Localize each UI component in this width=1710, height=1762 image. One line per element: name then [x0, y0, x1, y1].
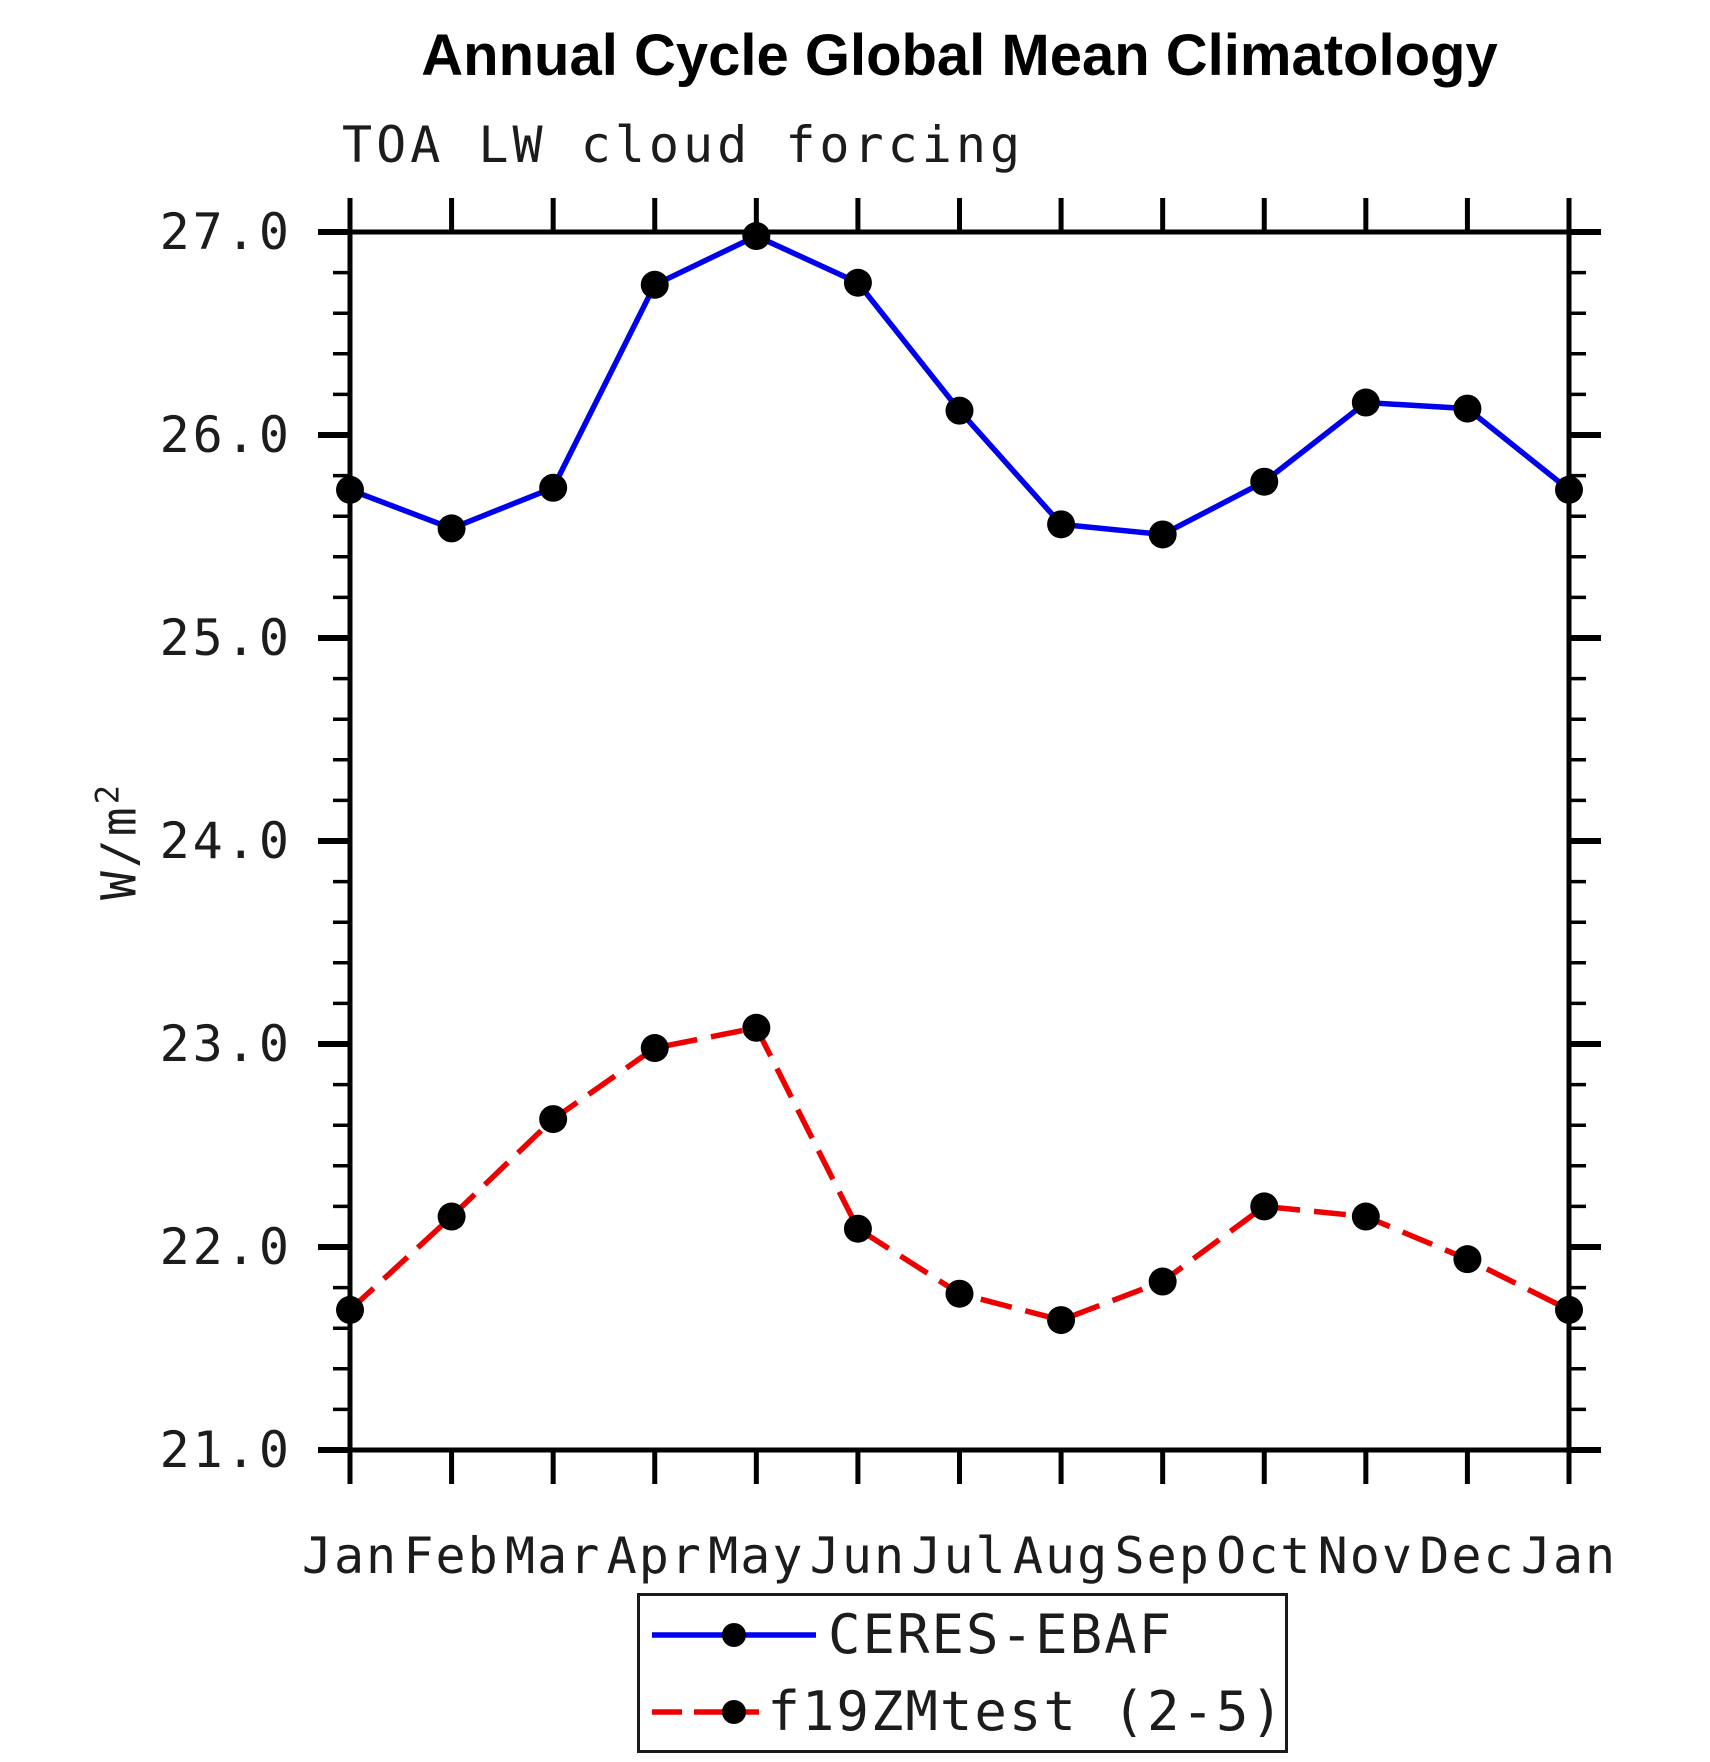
legend: CERES-EBAF f19ZMtest (2-5) — [637, 1593, 1288, 1753]
data-point — [1148, 520, 1177, 549]
x-tick-label: Dec — [1419, 1527, 1516, 1585]
y-tick-label: 26.0 — [159, 406, 292, 464]
y-tick-label: 27.0 — [159, 203, 292, 261]
data-point — [742, 1013, 771, 1042]
data-point — [437, 514, 466, 543]
legend-swatch-dashed-line — [652, 1699, 760, 1724]
data-point — [1250, 467, 1279, 496]
y-tick-label: 24.0 — [159, 812, 292, 870]
x-tick-label: Jan — [1520, 1527, 1618, 1585]
data-point — [1351, 388, 1380, 417]
y-tick-label: 25.0 — [159, 609, 292, 667]
x-tick-label: May — [708, 1527, 805, 1585]
legend-swatch-solid-line — [652, 1622, 816, 1647]
x-tick-label: Jul — [911, 1527, 1008, 1585]
series-line-0 — [349, 233, 1571, 538]
legend-marker — [722, 1699, 746, 1724]
data-point — [437, 1202, 466, 1231]
x-tick-label: Apr — [606, 1527, 703, 1585]
legend-entry-label: f19ZMtest (2-5) — [767, 1680, 1285, 1743]
data-point — [1453, 1245, 1482, 1274]
data-point — [1453, 394, 1482, 423]
data-point — [1047, 1306, 1076, 1335]
data-point — [539, 473, 568, 502]
data-point — [1555, 1295, 1583, 1324]
legend-marker — [722, 1622, 746, 1647]
x-tick-label: Aug — [1012, 1527, 1110, 1585]
x-tick-label: Jun — [809, 1527, 907, 1585]
data-point — [742, 222, 771, 251]
x-tick-label: Oct — [1216, 1527, 1313, 1585]
chart-subtitle: TOA LW cloud forcing — [342, 116, 1025, 174]
data-point — [1555, 475, 1583, 504]
data-point — [1148, 1267, 1177, 1296]
data-point — [640, 1034, 669, 1063]
data-point — [1351, 1202, 1380, 1231]
legend-entry-label: CERES-EBAF — [828, 1603, 1174, 1666]
data-point — [336, 1295, 364, 1324]
data-point — [945, 396, 974, 425]
y-tick-label: 22.0 — [159, 1218, 292, 1276]
x-tick-label: Nov — [1317, 1527, 1414, 1585]
chart-title: Annual Cycle Global Mean Climatology — [421, 23, 1498, 88]
series-line-1 — [348, 1024, 1571, 1323]
legend-entry-ceres: CERES-EBAF — [640, 1599, 1285, 1671]
y-tick-label: 21.0 — [159, 1421, 292, 1479]
legend-entry-f19zmtest: f19ZMtest (2-5) — [640, 1676, 1285, 1748]
data-point — [336, 475, 364, 504]
x-tick-label: Sep — [1114, 1527, 1211, 1585]
data-point — [1250, 1192, 1279, 1221]
data-point — [945, 1279, 974, 1308]
x-tick-label: Jan — [301, 1527, 399, 1585]
y-tick-label: 23.0 — [159, 1015, 292, 1073]
x-tick-label: Feb — [403, 1527, 500, 1585]
data-point — [640, 270, 669, 299]
data-point — [539, 1105, 568, 1134]
x-tick-label: Mar — [505, 1527, 602, 1585]
data-point — [1047, 510, 1076, 539]
data-point — [843, 1214, 872, 1243]
data-point — [843, 268, 872, 297]
